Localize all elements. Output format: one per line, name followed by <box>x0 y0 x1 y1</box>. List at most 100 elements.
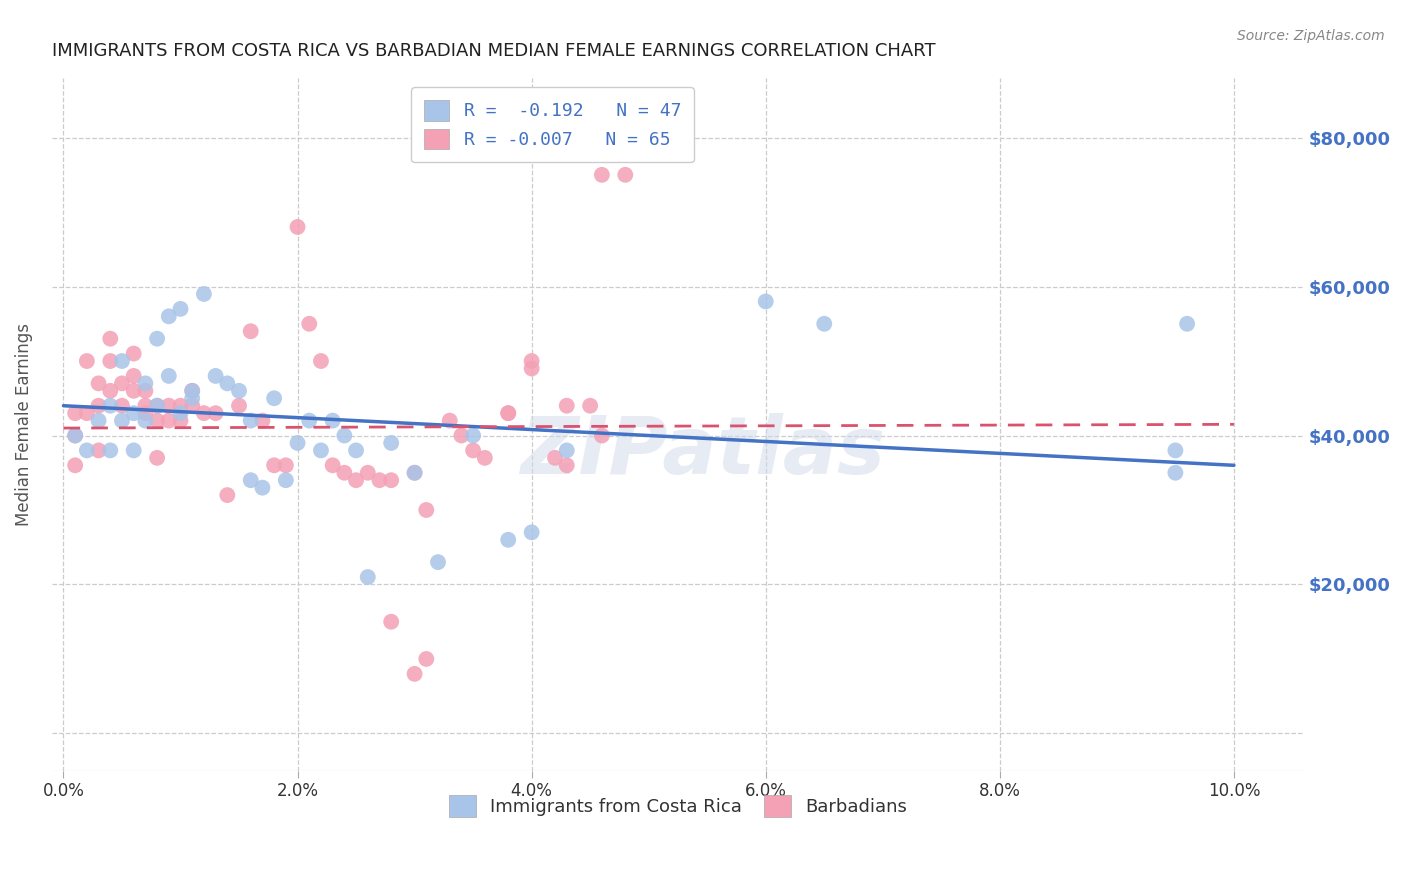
Point <box>63 428 86 442</box>
Text: ZIPatlas: ZIPatlas <box>520 413 886 491</box>
Point <box>146 450 169 465</box>
Point <box>439 414 461 428</box>
Point <box>344 473 367 487</box>
Point <box>252 414 274 428</box>
Point <box>555 458 578 473</box>
Point <box>404 666 426 681</box>
Point <box>146 414 169 428</box>
Point <box>146 399 169 413</box>
Point <box>380 615 402 629</box>
Point <box>309 443 332 458</box>
Point <box>404 466 426 480</box>
Point <box>239 473 262 487</box>
Point <box>461 428 484 442</box>
Text: IMMIGRANTS FROM COSTA RICA VS BARBADIAN MEDIAN FEMALE EARNINGS CORRELATION CHART: IMMIGRANTS FROM COSTA RICA VS BARBADIAN … <box>52 42 935 60</box>
Point <box>111 414 134 428</box>
Point <box>450 428 472 442</box>
Point <box>122 406 145 420</box>
Point <box>1164 443 1187 458</box>
Point <box>415 503 437 517</box>
Point <box>474 450 496 465</box>
Point <box>298 414 321 428</box>
Point <box>98 399 121 413</box>
Point <box>228 384 250 398</box>
Point <box>76 354 98 368</box>
Point <box>813 317 835 331</box>
Point <box>520 361 543 376</box>
Point <box>134 406 156 420</box>
Point <box>157 399 180 413</box>
Point <box>333 466 356 480</box>
Point <box>520 354 543 368</box>
Point <box>111 376 134 391</box>
Point <box>322 458 344 473</box>
Point <box>404 466 426 480</box>
Point <box>76 406 98 420</box>
Point <box>252 481 274 495</box>
Point <box>217 376 239 391</box>
Point <box>193 406 215 420</box>
Point <box>169 399 191 413</box>
Point <box>461 443 484 458</box>
Point <box>134 376 156 391</box>
Point <box>204 368 226 383</box>
Point <box>274 473 297 487</box>
Point <box>380 436 402 450</box>
Point <box>591 168 613 182</box>
Point <box>181 384 204 398</box>
Point <box>157 310 180 324</box>
Point <box>134 384 156 398</box>
Point <box>755 294 778 309</box>
Point <box>63 458 86 473</box>
Point <box>157 368 180 383</box>
Point <box>157 414 180 428</box>
Point <box>122 368 145 383</box>
Point <box>274 458 297 473</box>
Point <box>309 354 332 368</box>
Point <box>344 443 367 458</box>
Point <box>415 652 437 666</box>
Point <box>591 428 613 442</box>
Point <box>368 473 391 487</box>
Point <box>204 406 226 420</box>
Point <box>134 414 156 428</box>
Point <box>357 466 380 480</box>
Point <box>1164 466 1187 480</box>
Point <box>87 399 110 413</box>
Point <box>76 443 98 458</box>
Point <box>181 384 204 398</box>
Point <box>122 384 145 398</box>
Point <box>122 346 145 360</box>
Point <box>496 406 519 420</box>
Point <box>555 443 578 458</box>
Point <box>579 399 602 413</box>
Legend: Immigrants from Costa Rica, Barbadians: Immigrants from Costa Rica, Barbadians <box>441 788 914 824</box>
Point <box>333 428 356 442</box>
Point <box>322 414 344 428</box>
Point <box>427 555 450 569</box>
Point <box>287 219 309 234</box>
Point <box>98 354 121 368</box>
Point <box>614 168 637 182</box>
Point <box>263 391 285 405</box>
Point <box>555 399 578 413</box>
Y-axis label: Median Female Earnings: Median Female Earnings <box>15 323 32 526</box>
Point <box>263 458 285 473</box>
Point <box>181 391 204 405</box>
Point <box>63 428 86 442</box>
Point <box>87 376 110 391</box>
Point <box>544 450 567 465</box>
Point <box>87 414 110 428</box>
Text: Source: ZipAtlas.com: Source: ZipAtlas.com <box>1237 29 1385 43</box>
Point <box>122 443 145 458</box>
Point <box>298 317 321 331</box>
Point <box>380 473 402 487</box>
Point <box>134 399 156 413</box>
Point <box>98 332 121 346</box>
Point <box>217 488 239 502</box>
Point <box>287 436 309 450</box>
Point <box>496 406 519 420</box>
Point <box>169 406 191 420</box>
Point <box>181 399 204 413</box>
Point <box>111 354 134 368</box>
